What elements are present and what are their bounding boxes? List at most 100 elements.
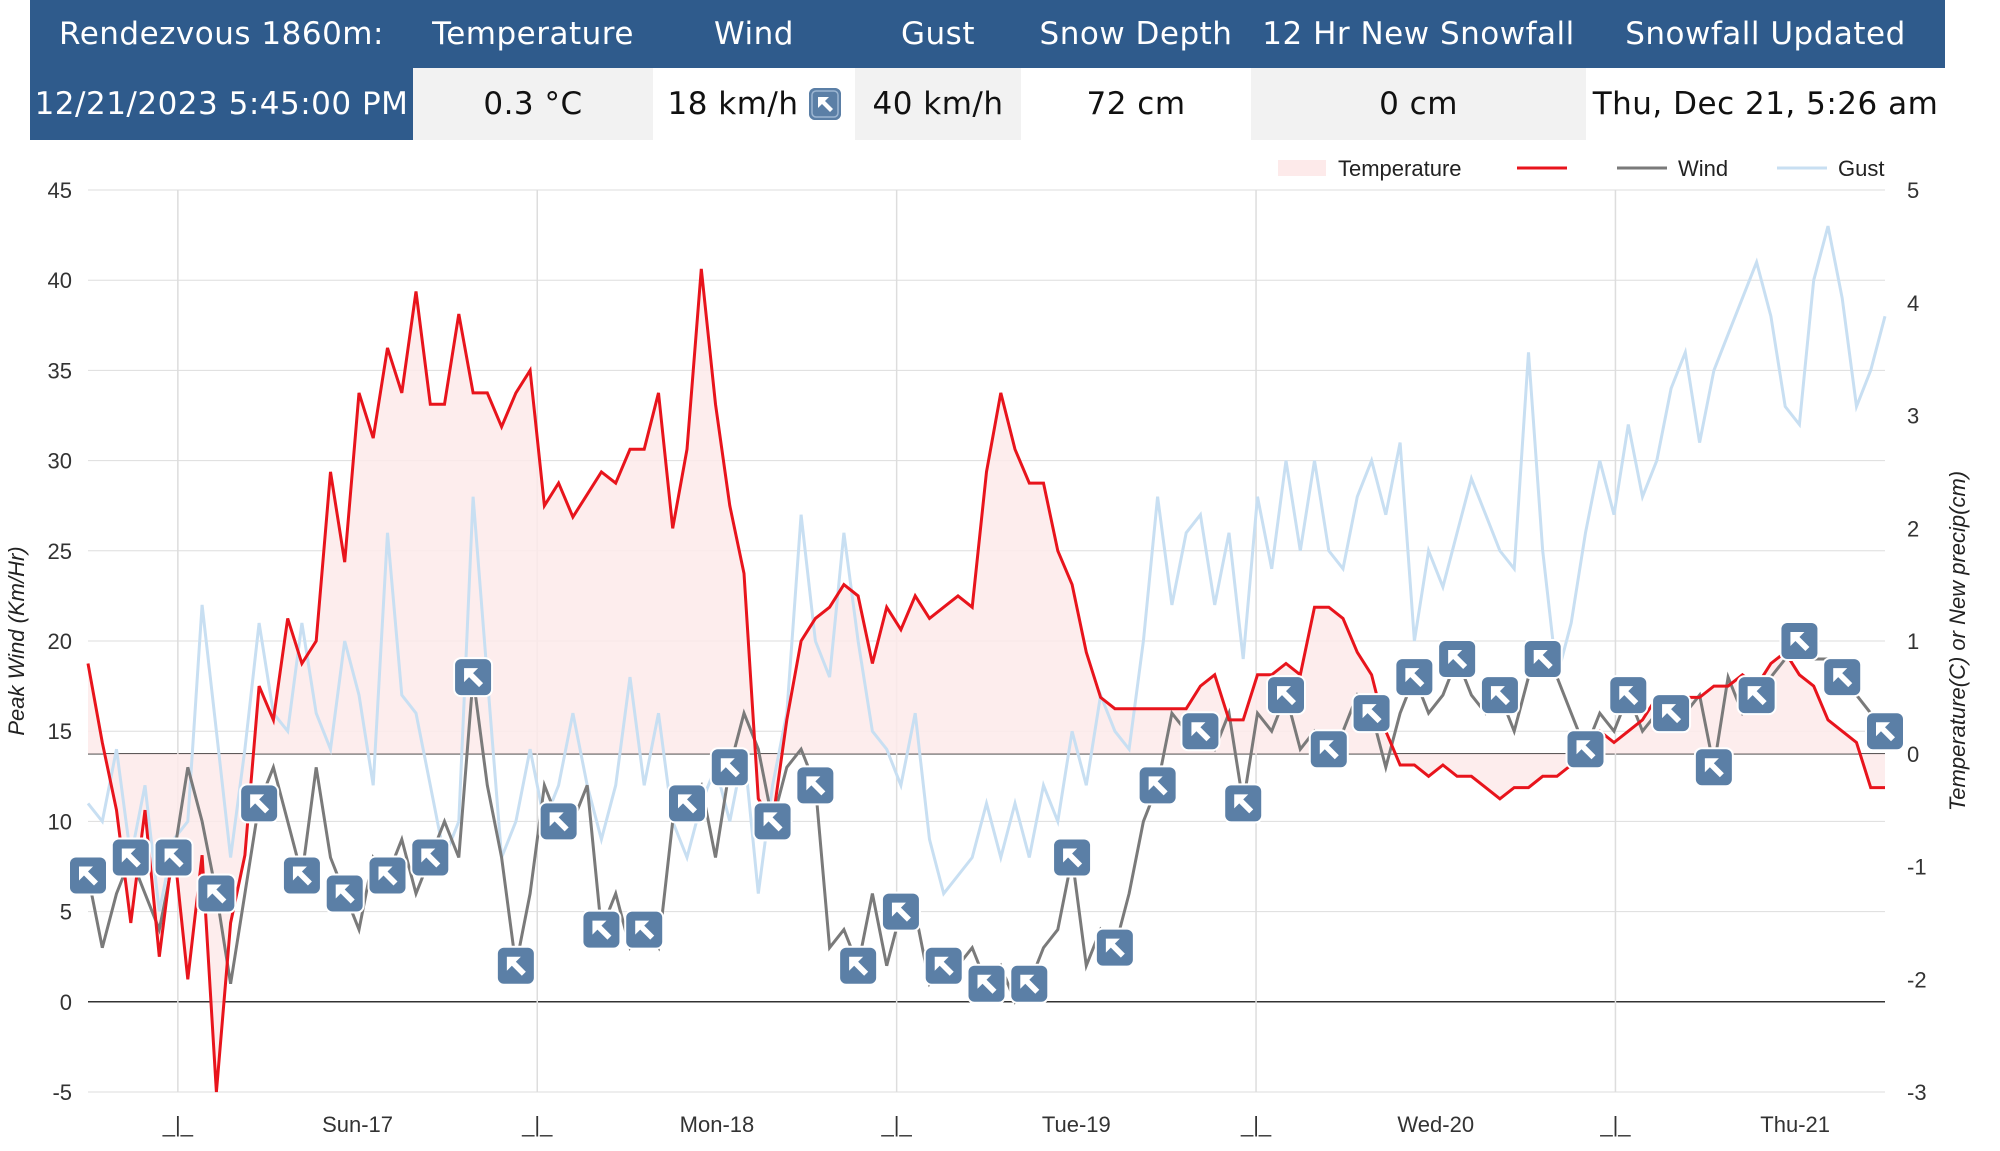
gust-line — [86, 225, 1887, 912]
wind-direction-marker — [538, 801, 579, 842]
x-tick-label: _|_ — [881, 1112, 913, 1137]
temperature-area — [88, 268, 1885, 1092]
wind-direction-marker — [624, 909, 665, 950]
y-left-tick-label: 10 — [48, 809, 72, 834]
y-right-tick-label: -2 — [1907, 967, 1927, 992]
legend-wind-label: Wind — [1678, 156, 1728, 181]
y-right-axis-title: Temperature(C) or New precip(cm) — [1945, 471, 1970, 811]
x-tick-label: Tue-19 — [1042, 1112, 1111, 1137]
y-left-tick-label: 35 — [48, 358, 72, 383]
value-new-snowfall: 0 cm — [1251, 68, 1586, 140]
y-left-tick-label: 20 — [48, 629, 72, 654]
wind-direction-marker — [410, 837, 451, 878]
wind-direction-marker — [1137, 765, 1178, 806]
wind-direction-marker — [1266, 675, 1306, 716]
x-tick-label: _|_ — [1599, 1112, 1631, 1137]
wind-direction-marker — [324, 873, 365, 914]
value-temperature: 0.3 °C — [413, 68, 653, 140]
wind-direction-marker — [1479, 675, 1520, 716]
wind-direction-marker — [1822, 657, 1863, 698]
wind-direction-marker — [1094, 927, 1135, 968]
y-left-tick-label: 30 — [48, 449, 72, 474]
value-gust: 40 km/h — [855, 68, 1021, 140]
header-labels-row: Rendezvous 1860m: Temperature Wind Gust … — [30, 0, 1945, 68]
wind-direction-marker — [153, 837, 194, 878]
header-snow-depth: Snow Depth — [1039, 16, 1233, 52]
wind-direction-marker — [68, 855, 108, 896]
wind-direction-marker — [1180, 711, 1221, 752]
y-right-tick-label: 4 — [1907, 291, 1919, 316]
wind-direction-marker — [838, 945, 879, 986]
wind-direction-marker — [923, 945, 964, 986]
x-tick-label: Sun-17 — [322, 1112, 393, 1137]
header-station: Rendezvous 1860m: — [59, 16, 384, 52]
y-right-tick-label: 3 — [1907, 404, 1919, 429]
wind-direction-marker — [1308, 729, 1349, 770]
wind-direction-marker — [367, 855, 408, 896]
y-left-tick-label: 15 — [48, 719, 72, 744]
wind-direction-marker — [1437, 639, 1478, 680]
y-left-tick-label: 45 — [48, 178, 72, 203]
header-values-row: 12/21/2023 5:45:00 PM 0.3 °C 18 km/h 40 … — [30, 68, 1945, 140]
wind-direction-marker — [453, 657, 494, 698]
wind-direction-marker — [495, 945, 536, 986]
y-right-tick-label: -3 — [1907, 1080, 1927, 1105]
wind-direction-marker — [795, 765, 836, 806]
wind-direction-marker — [667, 783, 707, 824]
wind-direction-marker — [1351, 693, 1392, 734]
x-tick-label: _|_ — [521, 1112, 553, 1137]
y-right-tick-label: -1 — [1907, 855, 1927, 880]
wind-direction-marker — [1865, 711, 1905, 752]
legend-temperature-area-swatch — [1278, 160, 1326, 176]
x-tick-label: Thu-21 — [1760, 1112, 1830, 1137]
wind-direction-marker — [1052, 837, 1093, 878]
wind-direction-marker — [1394, 657, 1435, 698]
value-wind-cell: 18 km/h — [653, 68, 855, 140]
y-right-tick-label: 5 — [1907, 178, 1919, 203]
current-conditions-header: Rendezvous 1860m: Temperature Wind Gust … — [30, 0, 1945, 140]
x-tick-label: Mon-18 — [680, 1112, 755, 1137]
header-temperature: Temperature — [432, 16, 634, 52]
value-timestamp: 12/21/2023 5:45:00 PM — [30, 68, 413, 140]
wind-direction-marker — [196, 873, 237, 914]
wind-direction-icon — [808, 88, 841, 120]
wind-direction-marker — [1565, 729, 1606, 770]
wind-direction-marker — [1522, 639, 1563, 680]
wind-direction-marker — [110, 837, 151, 878]
wind-direction-marker — [581, 909, 622, 950]
wind-direction-marker — [1223, 783, 1264, 824]
wind-direction-marker — [880, 891, 921, 932]
y-right-tick-label: 1 — [1907, 629, 1919, 654]
wind-direction-marker — [1736, 675, 1777, 716]
wind-direction-marker — [1779, 621, 1820, 661]
wind-direction-marker — [239, 783, 280, 824]
legend-temperature-label: Temperature — [1338, 156, 1462, 181]
y-left-tick-label: 5 — [60, 900, 72, 925]
value-snow-depth: 72 cm — [1021, 68, 1251, 140]
x-tick-label: _|_ — [1240, 1112, 1272, 1137]
wind-direction-marker — [1009, 963, 1050, 1004]
x-tick-label: _|_ — [162, 1112, 194, 1137]
wind-direction-marker — [966, 963, 1007, 1004]
y-left-tick-label: 25 — [48, 539, 72, 564]
y-left-tick-label: -5 — [52, 1080, 72, 1105]
wind-direction-marker — [1693, 747, 1734, 788]
header-wind: Wind — [714, 16, 794, 52]
y-left-tick-label: 0 — [60, 990, 72, 1015]
y-left-tick-label: 40 — [48, 268, 72, 293]
wind-direction-marker — [281, 855, 322, 896]
wind-direction-marker — [752, 801, 793, 842]
header-gust: Gust — [901, 16, 975, 52]
wind-direction-marker — [1651, 693, 1692, 734]
value-wind: 18 km/h — [667, 86, 799, 122]
header-snowfall-updated: Snowfall Updated — [1625, 16, 1906, 52]
y-right-tick-label: 0 — [1907, 742, 1919, 767]
x-tick-label: Wed-20 — [1397, 1112, 1474, 1137]
wind-direction-marker — [1608, 675, 1649, 716]
header-new-snowfall: 12 Hr New Snowfall — [1262, 16, 1575, 52]
y-right-tick-label: 2 — [1907, 516, 1919, 541]
value-snowfall-updated: Thu, Dec 21, 5:26 am — [1586, 68, 1945, 140]
y-left-axis-title: Peak Wind (Km/Hr) — [4, 546, 29, 735]
legend-gust-label: Gust — [1838, 156, 1884, 181]
